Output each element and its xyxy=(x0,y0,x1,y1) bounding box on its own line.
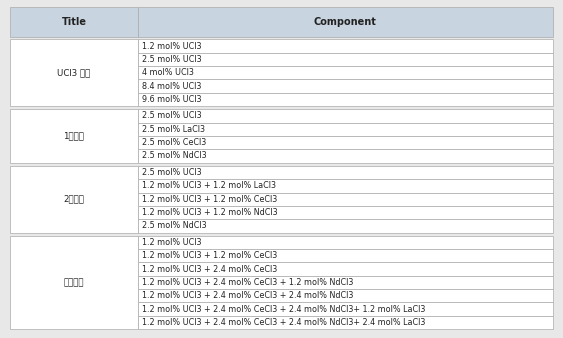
Text: 1.2 mol% UCl3: 1.2 mol% UCl3 xyxy=(142,42,201,51)
Bar xyxy=(138,93,553,106)
Bar xyxy=(138,66,553,79)
Text: 2.5 mol% UCl3: 2.5 mol% UCl3 xyxy=(142,112,201,120)
Text: 2성분계: 2성분계 xyxy=(64,195,84,204)
Text: 1.2 mol% UCl3 + 1.2 mol% CeCl3: 1.2 mol% UCl3 + 1.2 mol% CeCl3 xyxy=(142,195,277,204)
Bar xyxy=(138,236,553,249)
Bar xyxy=(138,206,553,219)
Bar xyxy=(138,316,553,329)
Text: UCl3 농도: UCl3 농도 xyxy=(57,68,91,77)
Text: 2.5 mol% UCl3: 2.5 mol% UCl3 xyxy=(142,168,201,177)
Text: 2.5 mol% NdCl3: 2.5 mol% NdCl3 xyxy=(142,151,206,161)
Bar xyxy=(138,303,553,316)
Text: Component: Component xyxy=(314,17,377,27)
Text: 8.4 mol% UCl3: 8.4 mol% UCl3 xyxy=(142,81,201,91)
Text: Title: Title xyxy=(61,17,86,27)
Bar xyxy=(138,262,553,276)
Text: 다성분계: 다성분계 xyxy=(64,278,84,287)
Text: 1.2 mol% UCl3 + 2.4 mol% CeCl3 + 2.4 mol% NdCl3+ 1.2 mol% LaCl3: 1.2 mol% UCl3 + 2.4 mol% CeCl3 + 2.4 mol… xyxy=(142,305,425,314)
Bar xyxy=(138,249,553,262)
Text: 1성분계: 1성분계 xyxy=(64,131,84,141)
Text: 1.2 mol% UCl3 + 2.4 mol% CeCl3: 1.2 mol% UCl3 + 2.4 mol% CeCl3 xyxy=(142,265,277,273)
Text: 1.2 mol% UCl3: 1.2 mol% UCl3 xyxy=(142,238,201,247)
Bar xyxy=(138,193,553,206)
Bar xyxy=(138,179,553,193)
Text: 2.5 mol% NdCl3: 2.5 mol% NdCl3 xyxy=(142,221,206,231)
Text: 2.5 mol% CeCl3: 2.5 mol% CeCl3 xyxy=(142,138,206,147)
Text: 4 mol% UCl3: 4 mol% UCl3 xyxy=(142,68,194,77)
Bar xyxy=(138,219,553,233)
Bar xyxy=(10,166,138,233)
Bar xyxy=(138,276,553,289)
Bar xyxy=(138,123,553,136)
Text: 2.5 mol% UCl3: 2.5 mol% UCl3 xyxy=(142,55,201,64)
Text: 1.2 mol% UCl3 + 1.2 mol% CeCl3: 1.2 mol% UCl3 + 1.2 mol% CeCl3 xyxy=(142,251,277,260)
Bar xyxy=(10,236,138,329)
Text: 1.2 mol% UCl3 + 2.4 mol% CeCl3 + 2.4 mol% NdCl3: 1.2 mol% UCl3 + 2.4 mol% CeCl3 + 2.4 mol… xyxy=(142,291,353,300)
Bar xyxy=(138,7,553,37)
Bar xyxy=(10,7,138,37)
Bar xyxy=(10,109,138,163)
Bar xyxy=(138,53,553,66)
Bar xyxy=(10,40,138,106)
Bar xyxy=(138,40,553,53)
Text: 2.5 mol% LaCl3: 2.5 mol% LaCl3 xyxy=(142,125,204,134)
Text: 9.6 mol% UCl3: 9.6 mol% UCl3 xyxy=(142,95,201,104)
Bar xyxy=(138,109,553,123)
Bar xyxy=(138,79,553,93)
Bar xyxy=(138,289,553,303)
Bar xyxy=(138,136,553,149)
Text: 1.2 mol% UCl3 + 2.4 mol% CeCl3 + 2.4 mol% NdCl3+ 2.4 mol% LaCl3: 1.2 mol% UCl3 + 2.4 mol% CeCl3 + 2.4 mol… xyxy=(142,318,425,327)
Text: 1.2 mol% UCl3 + 1.2 mol% LaCl3: 1.2 mol% UCl3 + 1.2 mol% LaCl3 xyxy=(142,182,276,190)
Bar xyxy=(138,166,553,179)
Text: 1.2 mol% UCl3 + 2.4 mol% CeCl3 + 1.2 mol% NdCl3: 1.2 mol% UCl3 + 2.4 mol% CeCl3 + 1.2 mol… xyxy=(142,278,353,287)
Text: 1.2 mol% UCl3 + 1.2 mol% NdCl3: 1.2 mol% UCl3 + 1.2 mol% NdCl3 xyxy=(142,208,277,217)
Bar xyxy=(138,149,553,163)
